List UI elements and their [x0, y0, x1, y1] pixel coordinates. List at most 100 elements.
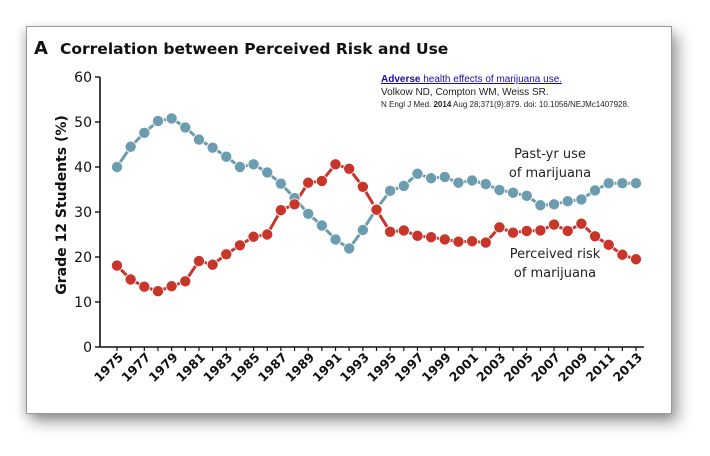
use-data-point: [302, 207, 315, 220]
x-tick-label: 1981: [173, 350, 208, 385]
x-tick-label: 2007: [528, 350, 563, 385]
use-data-point: [425, 172, 438, 185]
risk-series-label-line1: Perceived risk: [510, 247, 601, 262]
use-data-point: [452, 176, 465, 189]
use-data-point: [356, 223, 369, 236]
x-tick-label: 2011: [583, 350, 618, 385]
series-layer: [111, 112, 643, 298]
risk-data-point: [233, 239, 246, 252]
risk-data-point: [548, 218, 561, 231]
risk-data-point: [356, 180, 369, 193]
x-tick-label: 1979: [146, 350, 181, 385]
use-data-point: [220, 150, 233, 163]
use-data-point: [384, 184, 397, 197]
use-data-point: [507, 186, 520, 199]
risk-data-point: [589, 230, 602, 243]
use-data-point: [602, 177, 615, 190]
risk-data-point: [179, 275, 192, 288]
chart-svg: A Correlation between Perceived Risk and…: [34, 38, 645, 385]
risk-data-point: [302, 176, 315, 189]
risk-data-point: [274, 204, 287, 217]
risk-data-point: [138, 280, 151, 293]
chart-title: Correlation between Perceived Risk and U…: [60, 40, 448, 58]
use-data-point: [493, 183, 506, 196]
y-tick-label: 10: [74, 295, 92, 311]
risk-data-point: [452, 235, 465, 248]
y-tick-label: 0: [83, 340, 92, 356]
risk-data-point: [288, 198, 301, 211]
x-tick-label: 1977: [118, 350, 153, 385]
risk-data-point: [151, 285, 164, 298]
use-data-point: [192, 133, 205, 146]
risk-data-point: [616, 248, 629, 261]
risk-data-point: [220, 248, 233, 261]
citation-journal-year: 2014: [433, 100, 451, 109]
use-data-point: [411, 167, 424, 180]
citation-journal: N Engl J Med. 2014 Aug 28;371(9):879. do…: [381, 100, 629, 109]
risk-data-point: [397, 224, 410, 237]
use-data-point: [343, 242, 356, 255]
risk-data-point: [534, 224, 547, 237]
x-tick-label: 2005: [501, 350, 536, 385]
y-axis-label: Grade 12 Students (%): [54, 115, 70, 295]
use-data-point: [438, 170, 451, 183]
use-data-point: [575, 193, 588, 206]
risk-data-point: [370, 203, 383, 216]
citation-journal-name: N Engl J Med.: [381, 100, 433, 109]
y-axis: 0 10 20 30 40 50 60: [74, 70, 101, 356]
x-tick-label: 1975: [91, 350, 126, 385]
risk-data-point: [343, 162, 356, 175]
x-tick-label: 2001: [446, 350, 481, 385]
use-data-point: [315, 219, 328, 232]
risk-data-point: [411, 229, 424, 242]
risk-series-label-line2: of marijuana: [514, 266, 596, 281]
risk-data-point: [561, 224, 574, 237]
y-tick-label: 20: [74, 250, 92, 266]
x-tick-label: 1995: [364, 350, 399, 385]
citation-link-bold[interactable]: Adverse: [381, 74, 421, 85]
x-axis: 1975197719791981198319851987198919911993…: [91, 346, 645, 385]
risk-data-point: [602, 238, 615, 251]
use-series-label-line1: Past-yr use: [514, 147, 586, 162]
use-data-point: [589, 184, 602, 197]
use-data-point: [247, 158, 260, 171]
use-data-point: [534, 199, 547, 212]
risk-data-point: [247, 230, 260, 243]
risk-data-point: [206, 258, 219, 271]
risk-data-point: [315, 174, 328, 187]
figure-frame: A Correlation between Perceived Risk and…: [26, 26, 672, 414]
use-data-point: [165, 112, 178, 125]
citation-link[interactable]: Adverse health effects of marijuana use.: [381, 74, 562, 85]
risk-data-point: [261, 228, 274, 241]
risk-data-point: [111, 259, 124, 272]
citation-journal-details: Aug 28;371(9):879. doi: 10.1056/NEJMc140…: [451, 100, 629, 109]
use-data-point: [520, 189, 533, 202]
risk-data-point: [507, 226, 520, 239]
risk-data-point: [329, 158, 342, 171]
y-tick-label: 30: [74, 205, 92, 221]
use-data-point: [138, 126, 151, 139]
use-data-point: [329, 233, 342, 246]
use-data-point: [261, 166, 274, 179]
risk-data-point: [165, 280, 178, 293]
use-data-point: [206, 141, 219, 154]
use-data-point: [111, 160, 124, 173]
x-tick-label: 2013: [610, 350, 645, 385]
use-data-point: [274, 177, 287, 190]
y-tick-label: 50: [74, 115, 92, 131]
x-tick-label: 1993: [337, 350, 372, 385]
risk-data-point: [520, 224, 533, 237]
citation-link-rest[interactable]: health effects of marijuana use.: [420, 74, 562, 85]
use-data-point: [479, 178, 492, 191]
risk-data-point: [575, 217, 588, 230]
y-tick-label: 40: [74, 160, 92, 176]
risk-data-point: [192, 255, 205, 268]
use-data-point: [466, 174, 479, 187]
use-data-point: [233, 160, 246, 173]
risk-data-point: [466, 235, 479, 248]
use-data-point: [548, 198, 561, 211]
use-data-point: [124, 140, 137, 153]
risk-data-point: [479, 236, 492, 249]
risk-data-point: [630, 253, 643, 266]
use-data-point: [616, 177, 629, 190]
